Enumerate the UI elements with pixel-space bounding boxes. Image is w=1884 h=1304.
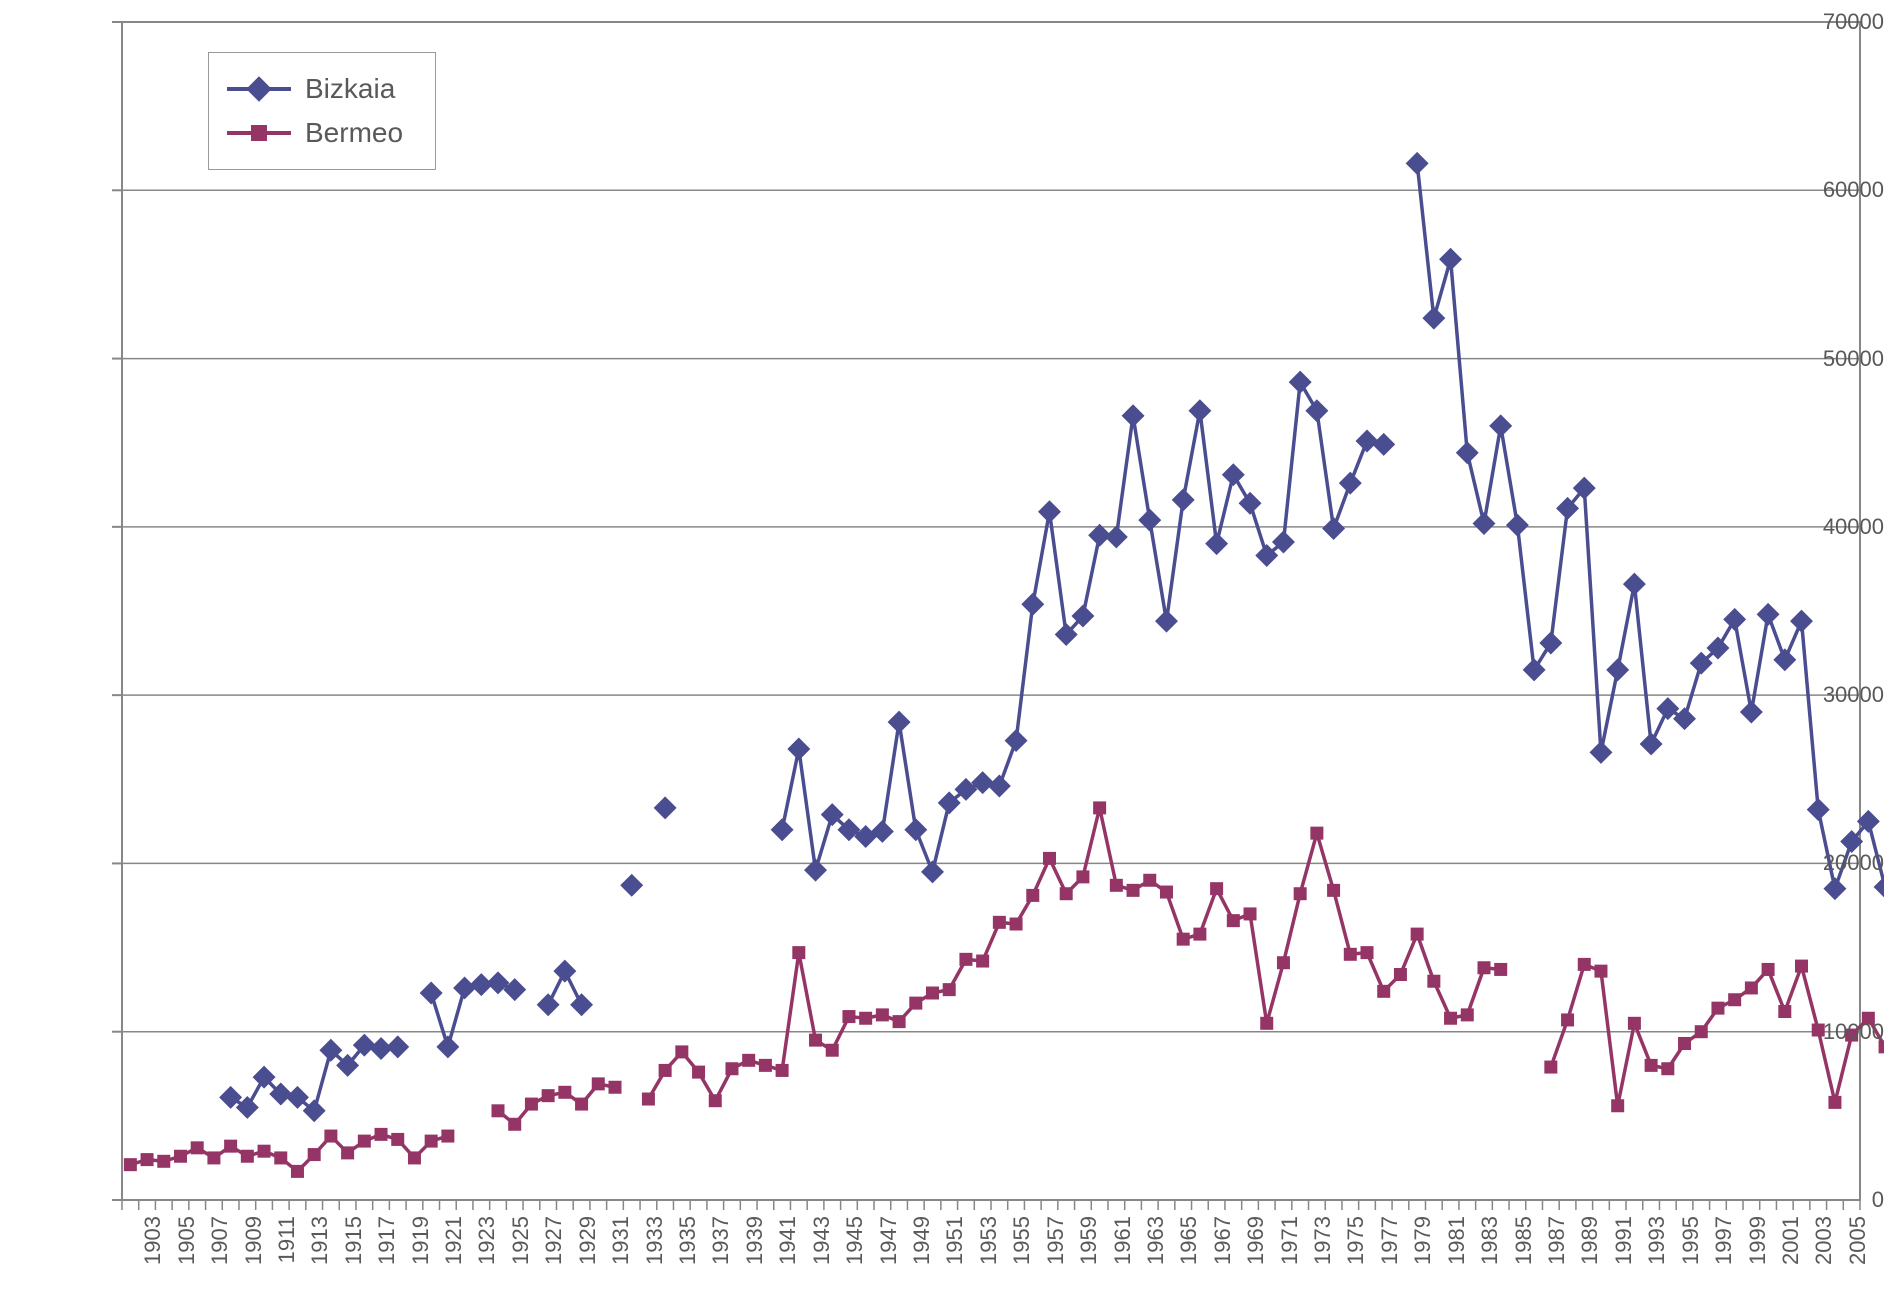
x-tick-label: 1917 <box>374 1216 400 1265</box>
x-tick-label: 1941 <box>775 1216 801 1265</box>
x-tick-label: 1985 <box>1511 1216 1537 1265</box>
legend-swatch-bermeo <box>227 119 291 147</box>
x-tick-label: 1993 <box>1644 1216 1670 1265</box>
x-tick-label: 1959 <box>1076 1216 1102 1265</box>
y-tick-label: 30000 <box>1780 682 1884 708</box>
x-tick-label: 1973 <box>1310 1216 1336 1265</box>
y-tick-label: 70000 <box>1780 9 1884 35</box>
x-tick-label: 1955 <box>1009 1216 1035 1265</box>
x-tick-label: 2005 <box>1845 1216 1871 1265</box>
x-tick-label: 1925 <box>508 1216 534 1265</box>
x-tick-label: 1947 <box>876 1216 902 1265</box>
x-tick-label: 1911 <box>274 1216 300 1263</box>
x-tick-label: 1903 <box>140 1216 166 1265</box>
chart-container: 0 10000 20000 30000 40000 50000 60000 70000 190… <box>0 0 1884 1304</box>
x-tick-label: 1961 <box>1110 1216 1136 1265</box>
y-tick-label: 0 <box>1780 1187 1884 1213</box>
x-tick-label: 1989 <box>1577 1216 1603 1265</box>
x-tick-label: 1949 <box>909 1216 935 1265</box>
legend-label-bizkaia: Bizkaia <box>305 73 395 105</box>
x-tick-label: 1909 <box>241 1216 267 1265</box>
x-tick-label: 1919 <box>408 1216 434 1265</box>
x-tick-label: 1907 <box>207 1216 233 1265</box>
x-tick-label: 1931 <box>608 1216 634 1265</box>
x-tick-label: 1953 <box>976 1216 1002 1265</box>
x-tick-label: 1979 <box>1410 1216 1436 1265</box>
x-tick-label: 1975 <box>1343 1216 1369 1265</box>
x-tick-label: 1967 <box>1210 1216 1236 1265</box>
legend-swatch-bizkaia <box>227 75 291 103</box>
x-tick-label: 1943 <box>809 1216 835 1265</box>
y-tick-label: 40000 <box>1780 514 1884 540</box>
x-tick-label: 1915 <box>341 1216 367 1265</box>
x-tick-label: 1957 <box>1043 1216 1069 1265</box>
y-tick-label: 60000 <box>1780 177 1884 203</box>
y-tick-label: 20000 <box>1780 850 1884 876</box>
x-tick-label: 1937 <box>708 1216 734 1265</box>
x-tick-label: 1977 <box>1377 1216 1403 1265</box>
x-tick-label: 1913 <box>307 1216 333 1265</box>
legend-item-bermeo: Bermeo <box>227 111 403 155</box>
x-tick-label: 2003 <box>1811 1216 1837 1265</box>
x-tick-label: 1963 <box>1143 1216 1169 1265</box>
legend-label-bermeo: Bermeo <box>305 117 403 149</box>
x-tick-label: 1945 <box>842 1216 868 1265</box>
x-tick-label: 1987 <box>1544 1216 1570 1265</box>
x-tick-label: 1997 <box>1711 1216 1737 1265</box>
x-tick-label: 1939 <box>742 1216 768 1265</box>
x-tick-label: 1971 <box>1277 1216 1303 1265</box>
x-tick-label: 1927 <box>541 1216 567 1265</box>
x-tick-label: 1965 <box>1176 1216 1202 1265</box>
x-tick-label: 1905 <box>174 1216 200 1265</box>
legend: Bizkaia Bermeo <box>208 52 436 170</box>
chart-plot <box>0 0 1884 1304</box>
x-tick-label: 1935 <box>675 1216 701 1265</box>
legend-item-bizkaia: Bizkaia <box>227 67 403 111</box>
x-tick-label: 1929 <box>575 1216 601 1265</box>
x-tick-label: 1923 <box>474 1216 500 1265</box>
x-tick-label: 1999 <box>1745 1216 1771 1265</box>
x-tick-label: 1969 <box>1243 1216 1269 1265</box>
x-tick-label: 1983 <box>1477 1216 1503 1265</box>
x-tick-label: 2001 <box>1778 1216 1804 1265</box>
x-tick-label: 1951 <box>942 1216 968 1265</box>
x-tick-label: 1921 <box>441 1216 467 1265</box>
y-tick-label: 10000 <box>1780 1019 1884 1045</box>
x-tick-label: 1991 <box>1611 1216 1637 1265</box>
x-tick-label: 1933 <box>642 1216 668 1265</box>
y-tick-label: 50000 <box>1780 346 1884 372</box>
x-tick-label: 1981 <box>1444 1216 1470 1265</box>
x-tick-label: 1995 <box>1678 1216 1704 1265</box>
